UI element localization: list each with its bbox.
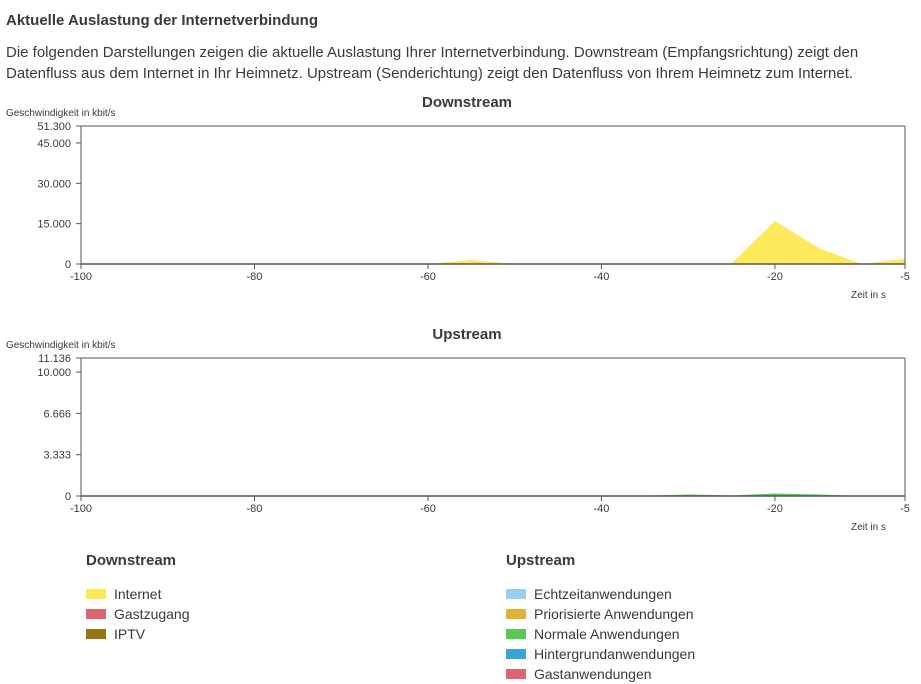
upstream-y-axis-label: Geschwindigkeit in kbit/s [6,340,116,351]
upstream-legend-label: Echtzeitanwendungen [534,586,672,602]
downstream-legend-swatch [86,589,106,599]
upstream-legend-label: Hintergrundanwendungen [534,646,696,662]
upstream-legend-label: Normale Anwendungen [534,626,680,642]
downstream-legend-swatch [86,609,106,619]
upstream-x-tick-label: -80 [247,503,263,515]
upstream-legend-swatch [506,669,526,679]
downstream-x-tick-label: -80 [247,271,263,283]
upstream-legend: Upstream Echtzeitanwendungen Priorisierte… [506,552,886,684]
downstream-legend-item: Internet [86,584,466,604]
downstream-chart-title: Downstream [422,94,512,111]
downstream-x-tick-label: -5 [900,271,910,283]
upstream-x-axis-label: Zeit in s [851,522,886,533]
upstream-legend-item: Normale Anwendungen [506,624,886,644]
upstream-y-tick-label: 6.666 [43,408,71,420]
upstream-legend-swatch [506,629,526,639]
downstream-x-tick-label: -40 [593,271,609,283]
upstream-x-tick-label: -20 [767,503,783,515]
downstream-legend: Downstream Internet Gastzugang IPTV [86,552,466,644]
upstream-x-tick-label: -100 [70,503,92,515]
upstream-y-tick-label: 0 [65,491,71,503]
downstream-x-tick-label: -60 [420,271,436,283]
downstream-chart: Downstream Geschwindigkeit in kbit/s Zeit … [6,94,910,301]
upstream-x-tick-label: -40 [593,503,609,515]
upstream-legend-label: Priorisierte Anwendungen [534,606,694,622]
downstream-series-internet-area [81,221,905,264]
upstream-legend-title: Upstream [506,552,576,569]
downstream-x-axis-label: Zeit in s [851,290,886,301]
downstream-legend-label: Gastzugang [114,606,190,622]
upstream-y-tick-label: 3.333 [43,450,71,462]
upstream-chart-title: Upstream [432,326,501,343]
upstream-chart: Upstream Geschwindigkeit in kbit/s Zeit in… [6,326,910,533]
upstream-legend-label: Gastanwendungen [534,666,652,682]
downstream-legend-item: Gastzugang [86,604,466,624]
upstream-x-tick-label: -5 [900,503,910,515]
downstream-y-tick-label: 15.000 [37,219,71,231]
downstream-y-axis-label: Geschwindigkeit in kbit/s [6,108,116,119]
downstream-x-tick-label: -20 [767,271,783,283]
upstream-y-tick-label: 10.000 [37,367,71,379]
upstream-legend-item: Hintergrundanwendungen [506,644,886,664]
upstream-legend-item: Gastanwendungen [506,664,886,684]
upstream-legend-item: Priorisierte Anwendungen [506,604,886,624]
page-description: Die folgenden Darstellungen zeigen die a… [6,44,859,82]
downstream-y-tick-label: 30.000 [37,178,71,190]
page-title: Aktuelle Auslastung der Internetverbindu… [6,12,318,29]
upstream-legend-swatch [506,649,526,659]
upstream-y-tick-label: 11.136 [38,353,71,365]
downstream-legend-label: Internet [114,586,162,602]
downstream-x-tick-label: -100 [70,271,92,283]
upstream-legend-item: Echtzeitanwendungen [506,584,886,604]
downstream-y-tick-label: 45.000 [37,138,71,150]
downstream-legend-swatch [86,629,106,639]
downstream-legend-title: Downstream [86,552,177,569]
upstream-x-tick-label: -60 [420,503,436,515]
downstream-legend-item: IPTV [86,624,466,644]
downstream-legend-label: IPTV [114,626,146,642]
downstream-y-tick-label: 0 [65,259,71,271]
upstream-legend-swatch [506,589,526,599]
downstream-y-tick-label: 51.300 [37,121,71,133]
upstream-legend-swatch [506,609,526,619]
